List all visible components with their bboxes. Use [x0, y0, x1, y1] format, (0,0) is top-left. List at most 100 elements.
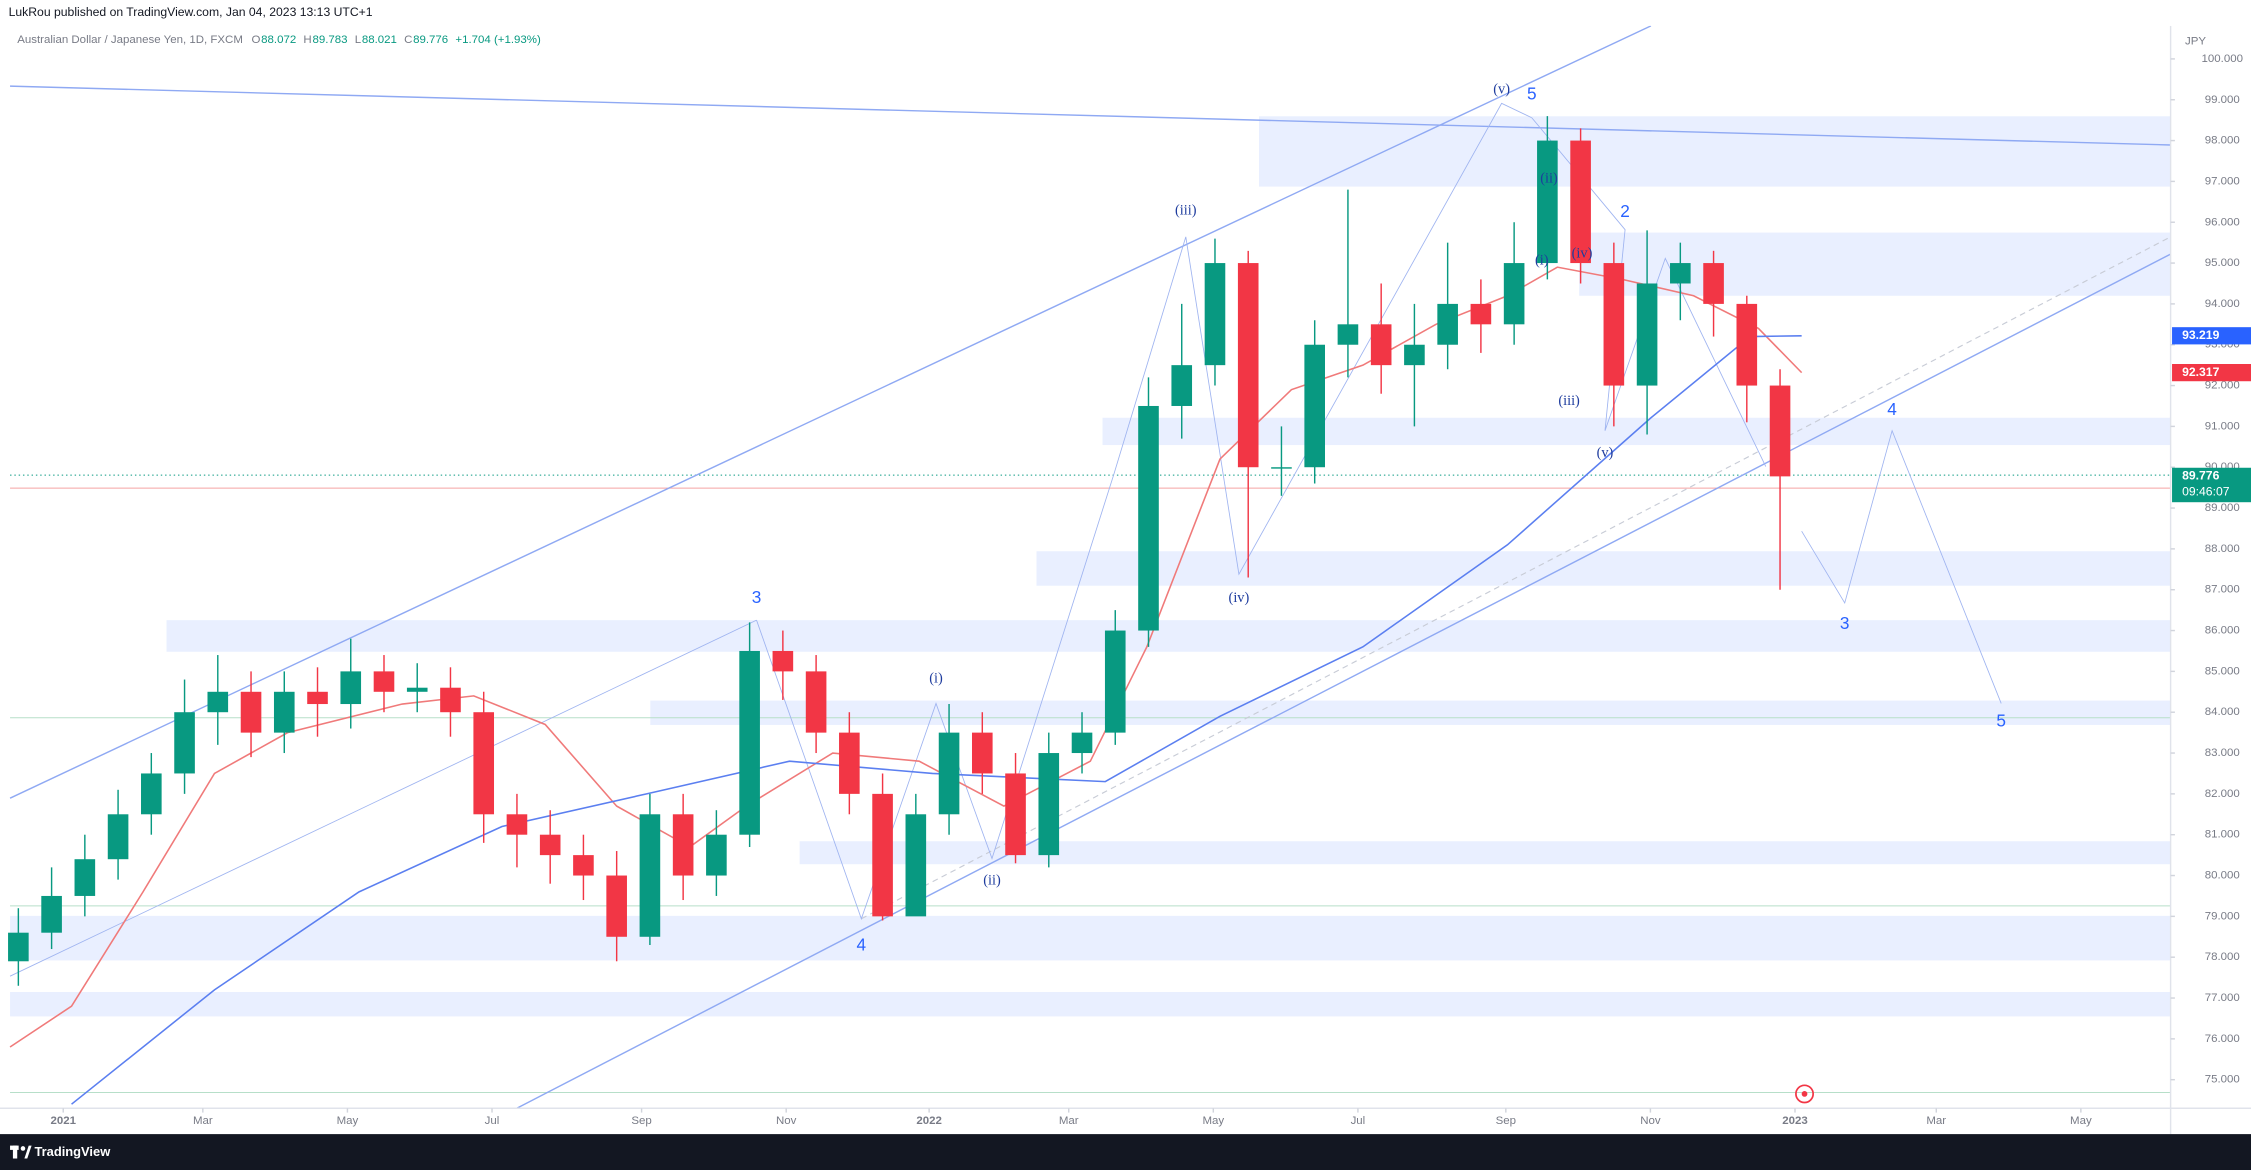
- candle-body: [772, 650, 794, 672]
- candle-body: [174, 712, 195, 774]
- ohlc-key: H: [303, 34, 311, 46]
- wave-label: (v): [1597, 445, 1614, 461]
- y-tick-label: 94.000: [2205, 298, 2240, 310]
- y-tick-label: 87.000: [2205, 584, 2240, 596]
- ohlc-value: 89.783: [312, 34, 347, 46]
- wave-label: (ii): [983, 873, 1001, 889]
- candle-body: [340, 671, 362, 705]
- x-tick-label: Nov: [776, 1115, 797, 1127]
- y-tick-label: 98.000: [2205, 135, 2240, 147]
- top-bar: [0, 0, 2251, 26]
- change: +1.704 (+1.93%): [455, 34, 541, 46]
- price-marker-label: 92.317: [2182, 365, 2219, 379]
- candle-body: [273, 691, 295, 733]
- wave-label: (iii): [1175, 202, 1197, 218]
- candle-body: [938, 732, 960, 815]
- candle-body: [1271, 467, 1292, 469]
- wave-label: 2: [1620, 201, 1630, 221]
- trend-line: [10, 85, 2171, 146]
- candle-body: [1503, 263, 1525, 325]
- y-tick-label: 77.000: [2205, 992, 2240, 1004]
- countdown: 09:46:07: [2182, 484, 2230, 498]
- candle-body: [1470, 303, 1492, 325]
- price-marker-label: 93.219: [2182, 328, 2219, 342]
- y-tick-label: 84.000: [2205, 706, 2240, 718]
- y-tick-label: 75.000: [2205, 1074, 2240, 1086]
- candle-body: [1171, 365, 1193, 406]
- trend-line: [516, 253, 2171, 1109]
- brand[interactable]: TradingView: [34, 1144, 111, 1159]
- x-tick-label: Sep: [1496, 1115, 1516, 1127]
- candle-body: [1204, 263, 1226, 366]
- zone: [166, 620, 2171, 652]
- candle-body: [41, 895, 62, 933]
- y-tick-label: 95.000: [2205, 257, 2240, 269]
- event-icon[interactable]: [1795, 1084, 1815, 1104]
- candle-body: [207, 691, 229, 713]
- candle-body: [805, 671, 827, 733]
- x-tick-label: 2021: [50, 1115, 76, 1127]
- zone: [1259, 116, 2171, 187]
- candle-body: [506, 814, 528, 835]
- candle-body: [473, 712, 495, 815]
- x-tick-label: Jul: [485, 1115, 500, 1127]
- candle-body: [905, 814, 927, 917]
- candle-body: [639, 814, 661, 937]
- zone: [799, 841, 2171, 865]
- ohlc-key: L: [355, 34, 361, 46]
- candle-body: [1537, 140, 1558, 264]
- footer: [0, 1134, 2251, 1170]
- wave-label: (v): [1493, 82, 1510, 98]
- candle-body: [1670, 263, 1691, 284]
- candle-body: [8, 932, 29, 962]
- x-tick-label: Nov: [1640, 1115, 1661, 1127]
- x-tick-label: May: [1202, 1115, 1224, 1127]
- candle-body: [606, 875, 627, 937]
- x-tick-label: Mar: [193, 1115, 213, 1127]
- zone: [650, 700, 2171, 725]
- y-tick-label: 83.000: [2205, 747, 2240, 759]
- brand-logo: [10, 1145, 32, 1159]
- wave-label: (iii): [1558, 393, 1580, 409]
- wave-label: (ii): [1540, 171, 1558, 187]
- data-layer: [8, 116, 1803, 1105]
- candle-body: [107, 814, 129, 860]
- candle-body: [1703, 263, 1724, 304]
- y-tick-label: 89.000: [2205, 502, 2240, 514]
- y-tick-label: 100.000: [2202, 53, 2243, 65]
- candle-body: [1071, 732, 1093, 754]
- ohlc-key: C: [404, 34, 412, 46]
- candle-body: [739, 650, 760, 835]
- y-tick-label: 82.000: [2205, 788, 2240, 800]
- zone: [10, 915, 2171, 961]
- wave-line: [9, 619, 757, 977]
- candle-body: [1736, 303, 1758, 386]
- y-tick-label: 88.000: [2205, 543, 2240, 555]
- candle-body: [1237, 263, 1259, 468]
- y-tick-label: 79.000: [2205, 910, 2240, 922]
- ohlc-value: 89.776: [413, 34, 448, 46]
- wave-label: 5: [1996, 711, 2006, 731]
- legend: Australian Dollar / Japanese Yen, 1D, FX…: [17, 34, 541, 46]
- candle-body: [240, 691, 262, 733]
- annotations: (v) 5 (ii) 2 (iii) (i) (iv) (iii) (v) (iv) 3 (i) (ii…: [752, 82, 2006, 955]
- y-tick-label: 86.000: [2205, 625, 2240, 637]
- price-marker: [2172, 364, 2251, 382]
- zone: [10, 991, 2171, 1017]
- x-tick-label: Mar: [1926, 1115, 1946, 1127]
- publisher: LukRou published on TradingView.com, Jan…: [9, 5, 373, 19]
- wave-label: (i): [929, 670, 943, 686]
- trend-line: [9, 25, 1652, 799]
- candle-body: [1337, 324, 1359, 345]
- wave-label: (iv): [1229, 590, 1250, 606]
- x-tick-label: Sep: [631, 1115, 651, 1127]
- candle-body: [539, 834, 561, 856]
- candle-body: [672, 814, 694, 876]
- wave-label: 3: [1840, 613, 1850, 633]
- candle-body: [1636, 283, 1658, 386]
- wave-label: (i): [1535, 253, 1549, 269]
- candle-body: [1038, 753, 1060, 856]
- event-icon-dot: [1801, 1091, 1808, 1097]
- candle-body: [1104, 630, 1126, 733]
